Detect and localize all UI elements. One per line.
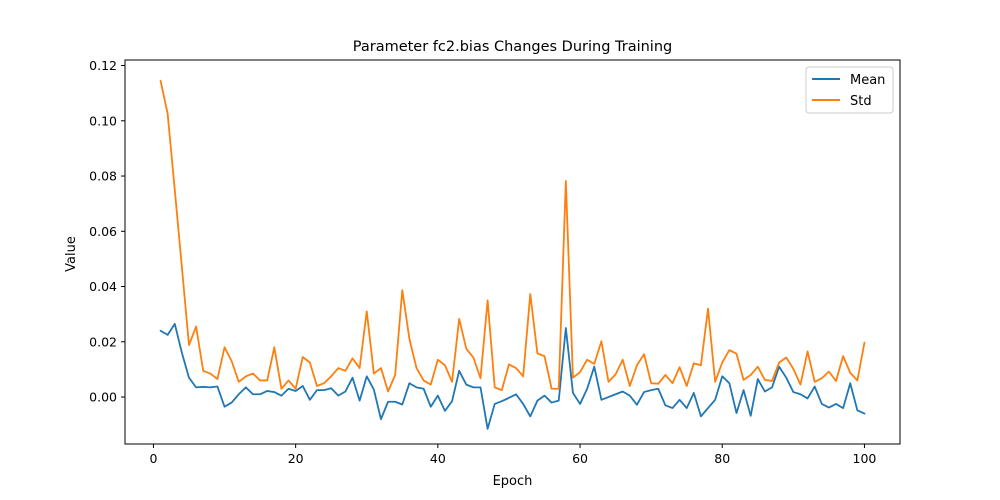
x-tick-label: 20 (288, 451, 304, 466)
series-line-mean (159, 322, 866, 430)
x-tick-label: 60 (572, 451, 588, 466)
chart-title: Parameter fc2.bias Changes During Traini… (353, 39, 672, 55)
y-tick-label: 0.08 (89, 169, 117, 184)
x-tick-label: 100 (853, 451, 877, 466)
x-tick-label: 80 (714, 451, 730, 466)
legend-mean-label: Mean (850, 73, 885, 88)
series-layer (159, 79, 866, 430)
y-tick-label: 0.04 (89, 279, 117, 294)
plot-area-frame (124, 59, 901, 445)
legend-std-label: Std (850, 94, 872, 109)
x-axis-label: Epoch (493, 474, 533, 489)
x-tick-label: 40 (430, 451, 446, 466)
y-axis-ticks: 0.00 0.02 0.04 0.06 0.08 0.10 0.12 (89, 58, 125, 405)
y-tick-label: 0.12 (89, 58, 117, 73)
legend: Mean Std (805, 66, 894, 114)
y-tick-label: 0.00 (89, 390, 117, 405)
x-axis-ticks: 0 20 40 60 80 100 (149, 444, 876, 466)
y-axis-label: Value (64, 236, 79, 272)
x-tick-label: 0 (149, 451, 157, 466)
y-tick-label: 0.06 (89, 224, 117, 239)
y-tick-label: 0.10 (89, 113, 117, 128)
y-tick-label: 0.02 (89, 334, 117, 349)
series-line-std (159, 79, 866, 393)
